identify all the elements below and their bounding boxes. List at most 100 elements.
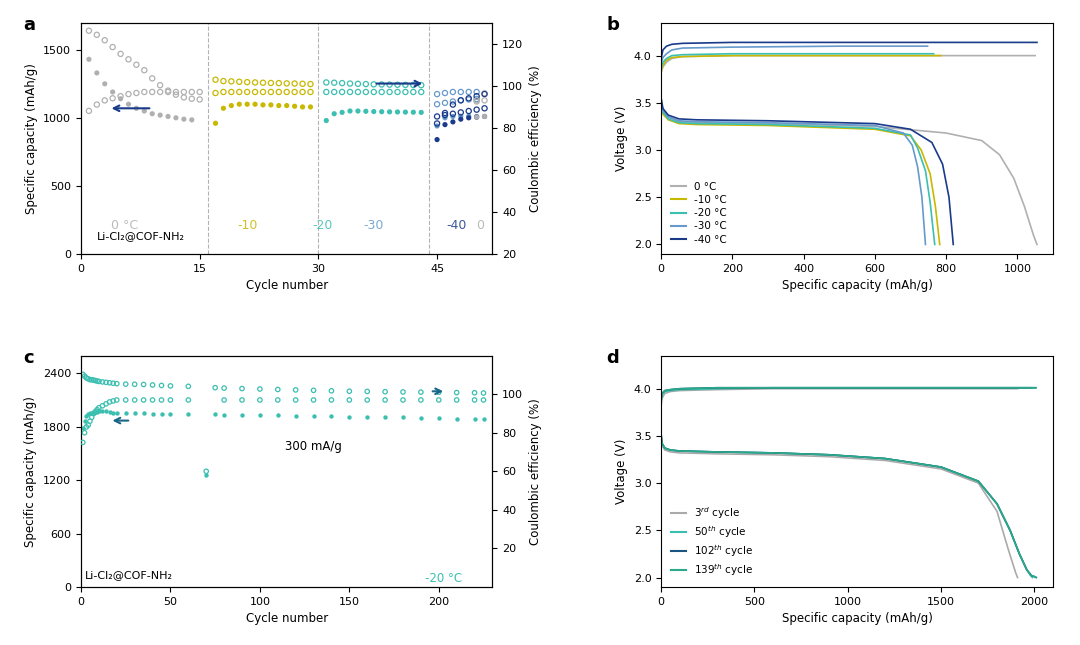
X-axis label: Specific capacity (mAh/g): Specific capacity (mAh/g) [782,612,932,625]
Point [80,373,97,384]
Point [429,121,446,131]
Point [144,87,161,97]
Point [76,428,93,438]
Point [287,410,305,421]
Text: -20: -20 [312,219,333,232]
Point [162,409,179,419]
Point [413,107,430,117]
Point [448,388,465,398]
Text: -10: -10 [237,219,257,232]
Point [301,102,319,112]
Point [104,42,121,52]
Point [117,379,134,390]
Point [105,396,122,406]
Point [475,388,492,398]
Point [448,413,465,424]
Point [105,378,122,388]
Point [305,411,322,421]
Point [365,106,382,117]
Point [453,107,470,117]
Point [468,112,485,123]
Point [377,386,394,397]
Point [325,87,342,97]
Point [323,395,340,405]
Text: Li-Cl₂@COF-NH₂: Li-Cl₂@COF-NH₂ [97,231,185,241]
Point [207,118,225,128]
Point [184,115,201,125]
Point [255,77,272,88]
Point [151,80,168,90]
Point [255,87,272,97]
Point [396,87,414,97]
Point [175,87,192,97]
Y-axis label: Coulombic efficiency (%): Coulombic efficiency (%) [529,65,542,212]
Point [175,92,192,103]
Point [359,412,376,422]
Point [460,113,477,123]
Point [465,388,483,398]
Point [91,406,108,417]
Point [246,99,264,110]
Point [340,395,357,405]
Point [389,107,406,117]
Point [126,379,144,390]
Point [191,87,208,97]
Point [135,395,152,405]
Point [381,106,399,117]
Point [127,88,145,98]
Point [349,79,366,89]
Point [341,79,359,89]
Point [444,87,461,97]
Point [86,407,104,417]
Point [104,93,121,103]
Text: c: c [24,349,35,367]
Point [102,406,119,417]
Point [135,408,152,419]
Point [381,87,399,97]
Point [359,395,376,405]
Point [206,409,224,419]
X-axis label: Cycle number: Cycle number [245,612,328,625]
Point [108,408,125,418]
Point [377,412,394,422]
Point [160,87,177,97]
Point [373,79,390,90]
Point [94,377,111,387]
Point [112,49,130,59]
Point [112,94,130,104]
Point [184,94,201,104]
Point [413,80,430,90]
Point [323,411,340,421]
Point [475,414,492,424]
X-axis label: Specific capacity (mAh/g): Specific capacity (mAh/g) [782,279,932,292]
Point [430,413,447,424]
Point [475,395,492,405]
Point [460,111,477,121]
Point [85,375,103,385]
Point [359,386,376,397]
Point [465,414,483,424]
Point [270,78,287,88]
Point [394,387,411,397]
Point [262,87,280,97]
Point [89,68,106,78]
Point [278,101,295,111]
Point [429,99,446,110]
Point [460,87,477,97]
Point [287,384,305,395]
Point [102,397,119,407]
Point [207,88,225,98]
Point [96,95,113,106]
Point [252,395,269,405]
Point [341,106,359,116]
Point [167,90,185,100]
Point [436,108,454,118]
Point [476,112,494,122]
Point [162,381,179,391]
Point [75,369,92,379]
Y-axis label: Specific capacity (mAh/g): Specific capacity (mAh/g) [25,63,38,213]
Text: -30: -30 [364,219,384,232]
Point [120,89,137,99]
Point [136,106,153,116]
Legend: 3$^{rd}$ cycle, 50$^{th}$ cycle, 102$^{th}$ cycle, 139$^{th}$ cycle: 3$^{rd}$ cycle, 50$^{th}$ cycle, 102$^{t… [666,501,758,582]
